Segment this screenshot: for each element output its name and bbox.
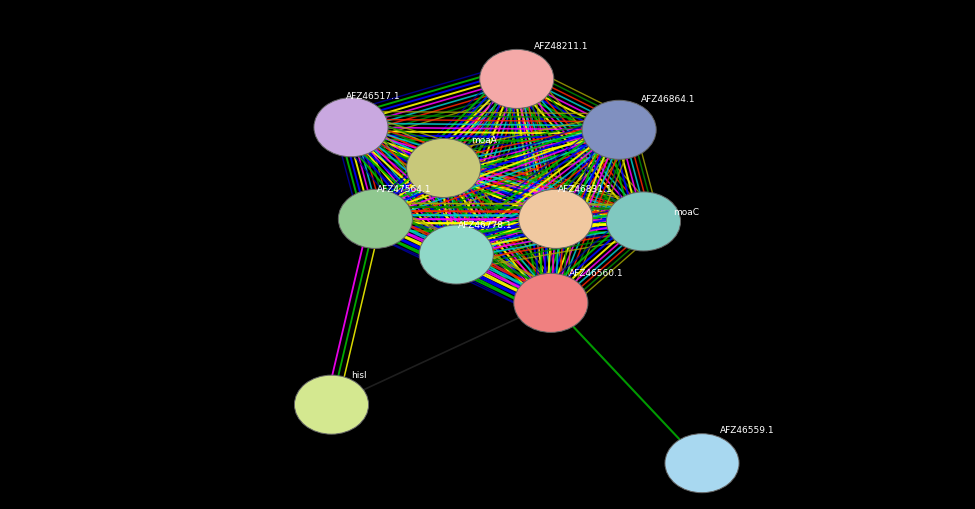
Text: AFZ48211.1: AFZ48211.1: [534, 42, 589, 51]
Text: AFZ46831.1: AFZ46831.1: [558, 185, 612, 194]
Ellipse shape: [582, 100, 656, 159]
Ellipse shape: [606, 192, 681, 251]
Text: AFZ46778.1: AFZ46778.1: [458, 221, 513, 230]
Ellipse shape: [519, 189, 593, 248]
Ellipse shape: [665, 434, 739, 493]
Text: AFZ47564.1: AFZ47564.1: [377, 185, 432, 194]
Text: AFZ46517.1: AFZ46517.1: [346, 92, 401, 101]
Ellipse shape: [294, 375, 369, 434]
Ellipse shape: [314, 98, 388, 157]
Text: hisI: hisI: [351, 371, 367, 380]
Text: AFZ46560.1: AFZ46560.1: [568, 269, 623, 278]
Text: AFZ46559.1: AFZ46559.1: [720, 426, 774, 435]
Ellipse shape: [480, 49, 554, 108]
Text: AFZ46864.1: AFZ46864.1: [641, 95, 695, 104]
Ellipse shape: [338, 189, 412, 248]
Ellipse shape: [407, 138, 481, 197]
Ellipse shape: [514, 273, 588, 332]
Text: moaA: moaA: [471, 136, 497, 145]
Text: moaC: moaC: [673, 208, 699, 217]
Ellipse shape: [419, 225, 493, 284]
